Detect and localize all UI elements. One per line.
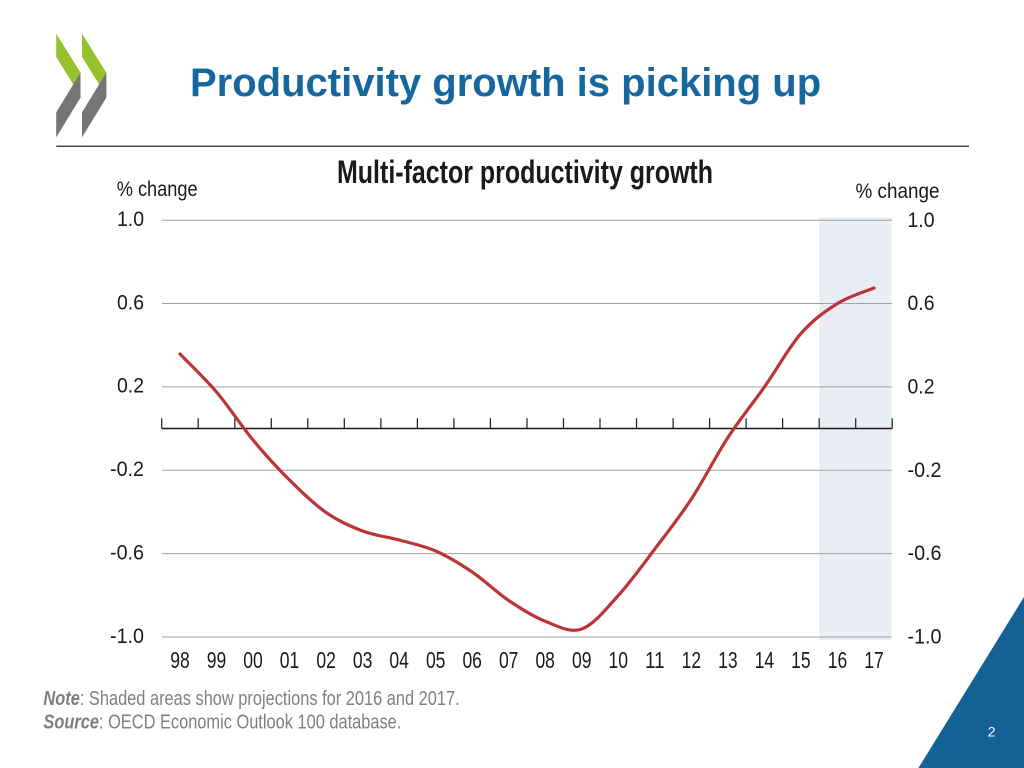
svg-text:-1.0: -1.0 — [110, 624, 144, 648]
svg-text:0.6: 0.6 — [117, 290, 144, 314]
svg-text:0.6: 0.6 — [908, 291, 935, 315]
svg-text:02: 02 — [316, 647, 336, 673]
svg-text:99: 99 — [207, 647, 227, 673]
svg-text:98: 98 — [170, 647, 190, 673]
svg-text:09: 09 — [572, 647, 592, 673]
svg-text:-0.2: -0.2 — [908, 458, 942, 482]
svg-text:05: 05 — [426, 647, 446, 673]
svg-text:17: 17 — [864, 647, 884, 673]
svg-text:-1.0: -1.0 — [908, 625, 942, 649]
svg-text:16: 16 — [828, 647, 848, 673]
svg-text:06: 06 — [462, 647, 482, 673]
svg-text:13: 13 — [718, 647, 738, 673]
svg-text:% change: % change — [856, 180, 940, 203]
svg-text:Note: Shaded areas show projec: Note: Shaded areas show projections for … — [43, 686, 459, 709]
svg-text:03: 03 — [353, 647, 373, 673]
svg-text:10: 10 — [609, 647, 629, 673]
svg-text:-0.6: -0.6 — [908, 541, 942, 565]
svg-text:% change: % change — [117, 178, 198, 201]
svg-text:1.0: 1.0 — [117, 207, 144, 231]
svg-text:0.2: 0.2 — [908, 375, 935, 399]
svg-text:14: 14 — [755, 647, 775, 673]
svg-text:08: 08 — [535, 647, 555, 673]
svg-text:-0.6: -0.6 — [110, 540, 144, 564]
svg-text:00: 00 — [243, 647, 263, 673]
svg-text:11: 11 — [645, 647, 665, 673]
svg-text:04: 04 — [389, 647, 409, 673]
svg-text:12: 12 — [682, 647, 702, 673]
svg-text:15: 15 — [791, 647, 811, 673]
svg-text:Productivity growth is picking: Productivity growth is picking up — [190, 61, 821, 105]
svg-text:-0.2: -0.2 — [110, 457, 144, 481]
svg-text:1.0: 1.0 — [908, 208, 935, 232]
svg-text:Source: OECD Economic Outlook: Source: OECD Economic Outlook 100 databa… — [43, 710, 401, 733]
svg-text:07: 07 — [499, 647, 519, 673]
svg-text:2: 2 — [988, 724, 996, 740]
svg-text:Multi-factor productivity grow: Multi-factor productivity growth — [337, 154, 713, 190]
svg-text:0.2: 0.2 — [117, 374, 144, 398]
svg-text:01: 01 — [280, 647, 300, 673]
